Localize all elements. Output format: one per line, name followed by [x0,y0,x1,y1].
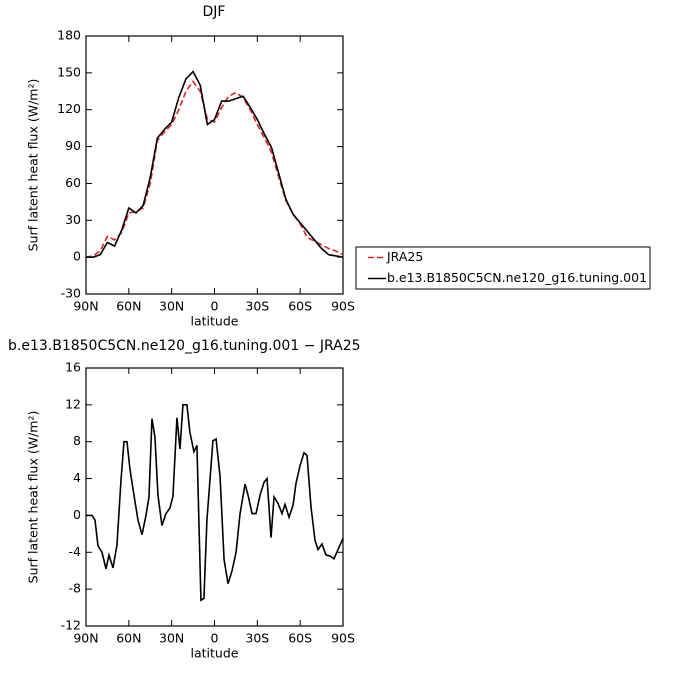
x-tick-label: 60N [116,299,141,314]
y-tick-label: 30 [65,212,81,227]
x-tick-label: 30N [159,299,184,314]
y-tick-label: 4 [73,470,81,485]
plot-frame [85,35,344,295]
x-tick-label: 90S [331,631,355,646]
legend-label: b.e13.B1850C5CN.ne120_g16.tuning.001 [387,270,647,285]
x-tick-label: 30N [159,631,184,646]
x-tick-label: 0 [211,631,219,646]
y-tick-label: -4 [69,544,82,559]
plot-frame [85,367,344,627]
x-tick-label: 60S [288,299,312,314]
legend-label: JRA25 [386,249,423,264]
y-tick-label: -8 [69,581,82,596]
chart-title: b.e13.B1850C5CN.ne120_g16.tuning.001 − J… [8,338,361,354]
x-tick-label: 90N [73,631,98,646]
x-tick-label: 60N [116,631,141,646]
y-tick-label: 150 [57,64,81,79]
y-tick-label: 8 [73,433,81,448]
y-tick-label: -30 [61,286,81,301]
y-tick-label: 90 [65,138,81,153]
y-axis-label: Surf latent heat flux (W/m²) [26,411,41,584]
y-tick-label: 60 [65,175,81,190]
y-tick-label: 16 [65,360,81,375]
data-line [85,80,344,258]
x-tick-label: 30S [245,631,269,646]
x-tick-label: 60S [288,631,312,646]
y-tick-label: 12 [65,396,81,411]
x-axis-label: latitude [191,646,239,661]
x-tick-label: 90S [331,299,355,314]
data-line [86,404,344,602]
y-tick-label: -12 [61,618,81,633]
x-tick-label: 30S [245,299,269,314]
y-tick-label: 180 [57,28,81,43]
chart-title: DJF [203,4,226,20]
x-axis-label: latitude [191,314,239,329]
x-tick-label: 0 [211,299,219,314]
x-tick-label: 90N [73,299,98,314]
legend-box [355,246,651,290]
y-tick-label: 0 [73,507,81,522]
y-tick-label: 0 [73,249,81,264]
y-axis-label: Surf latent heat flux (W/m²) [26,79,41,252]
data-line [86,70,344,258]
y-tick-label: 120 [57,101,81,116]
